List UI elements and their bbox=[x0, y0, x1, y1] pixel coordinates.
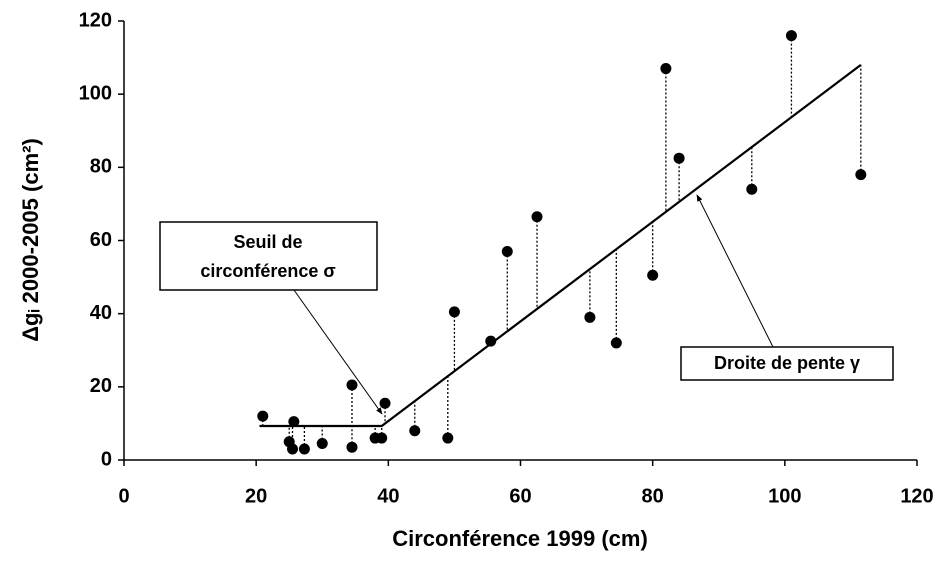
point bbox=[287, 443, 299, 455]
x-tick-label: 0 bbox=[118, 485, 129, 507]
annotation-box bbox=[159, 221, 378, 291]
annotation-text: Droite de pente γ bbox=[714, 353, 860, 373]
annotation-arrow bbox=[293, 289, 383, 415]
annotation-text: circonférence σ bbox=[200, 261, 335, 281]
annotation-text: Seuil de bbox=[233, 232, 302, 252]
point bbox=[855, 169, 867, 181]
y-tick-label: 120 bbox=[79, 9, 112, 31]
annotation-box bbox=[680, 346, 894, 381]
x-tick-label: 40 bbox=[377, 485, 399, 507]
point bbox=[409, 425, 421, 437]
x-tick-label: 120 bbox=[900, 485, 933, 507]
point bbox=[379, 397, 391, 409]
point bbox=[531, 211, 543, 223]
point bbox=[376, 432, 388, 444]
point bbox=[610, 337, 622, 349]
point bbox=[316, 438, 328, 450]
y-tick-label: 80 bbox=[90, 156, 112, 178]
point bbox=[288, 416, 300, 428]
point bbox=[448, 306, 460, 318]
point bbox=[584, 311, 596, 323]
x-tick-label: 100 bbox=[768, 485, 801, 507]
point bbox=[346, 441, 358, 453]
y-tick-label: 0 bbox=[101, 448, 112, 470]
y-tick-label: 20 bbox=[90, 375, 112, 397]
y-axis-title: Δgᵢ 2000-2005 (cm²) bbox=[18, 138, 43, 342]
point bbox=[647, 269, 659, 281]
y-tick-label: 60 bbox=[90, 229, 112, 251]
fit-line bbox=[259, 64, 862, 428]
point bbox=[660, 63, 672, 75]
point bbox=[442, 432, 454, 444]
point bbox=[298, 443, 310, 455]
point bbox=[785, 30, 797, 42]
y-tick-label: 40 bbox=[90, 302, 112, 324]
x-tick-label: 20 bbox=[245, 485, 267, 507]
annotation-arrow bbox=[696, 194, 774, 348]
point bbox=[346, 379, 358, 391]
point bbox=[501, 245, 513, 257]
point bbox=[257, 410, 269, 422]
point bbox=[746, 183, 758, 195]
point bbox=[485, 335, 497, 347]
x-tick-label: 60 bbox=[509, 485, 531, 507]
x-tick-label: 80 bbox=[642, 485, 664, 507]
point bbox=[673, 152, 685, 164]
x-axis-title: Circonférence 1999 (cm) bbox=[392, 526, 648, 551]
y-tick-label: 100 bbox=[79, 82, 112, 104]
